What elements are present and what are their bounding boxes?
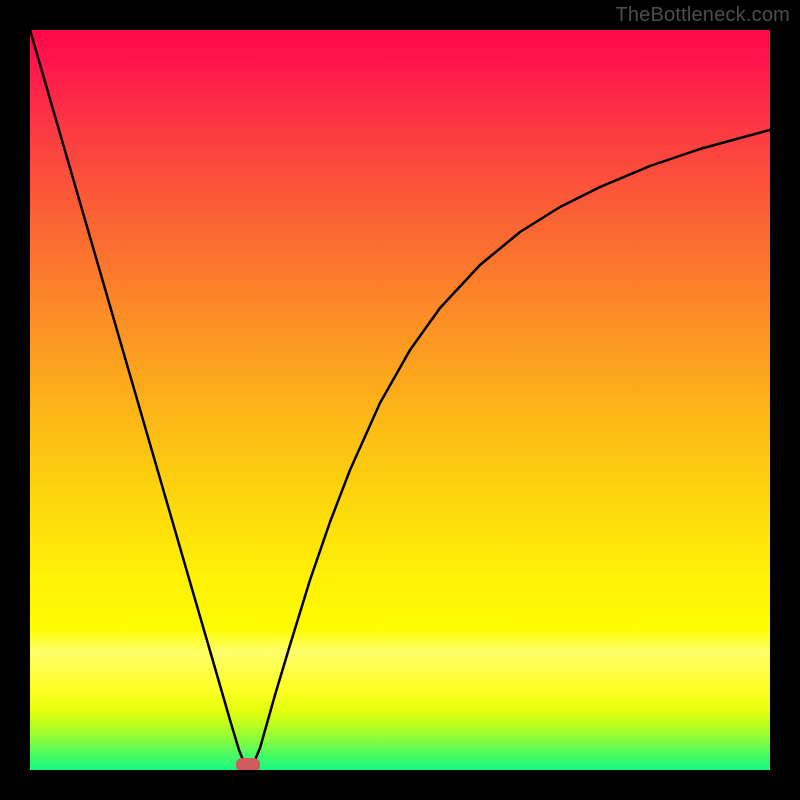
plot-area [30,30,770,770]
chart-container: TheBottleneck.com [0,0,800,800]
plot-svg [30,30,770,770]
watermark-text: TheBottleneck.com [615,4,790,27]
gradient-background [30,30,770,770]
minimum-marker [236,758,260,770]
